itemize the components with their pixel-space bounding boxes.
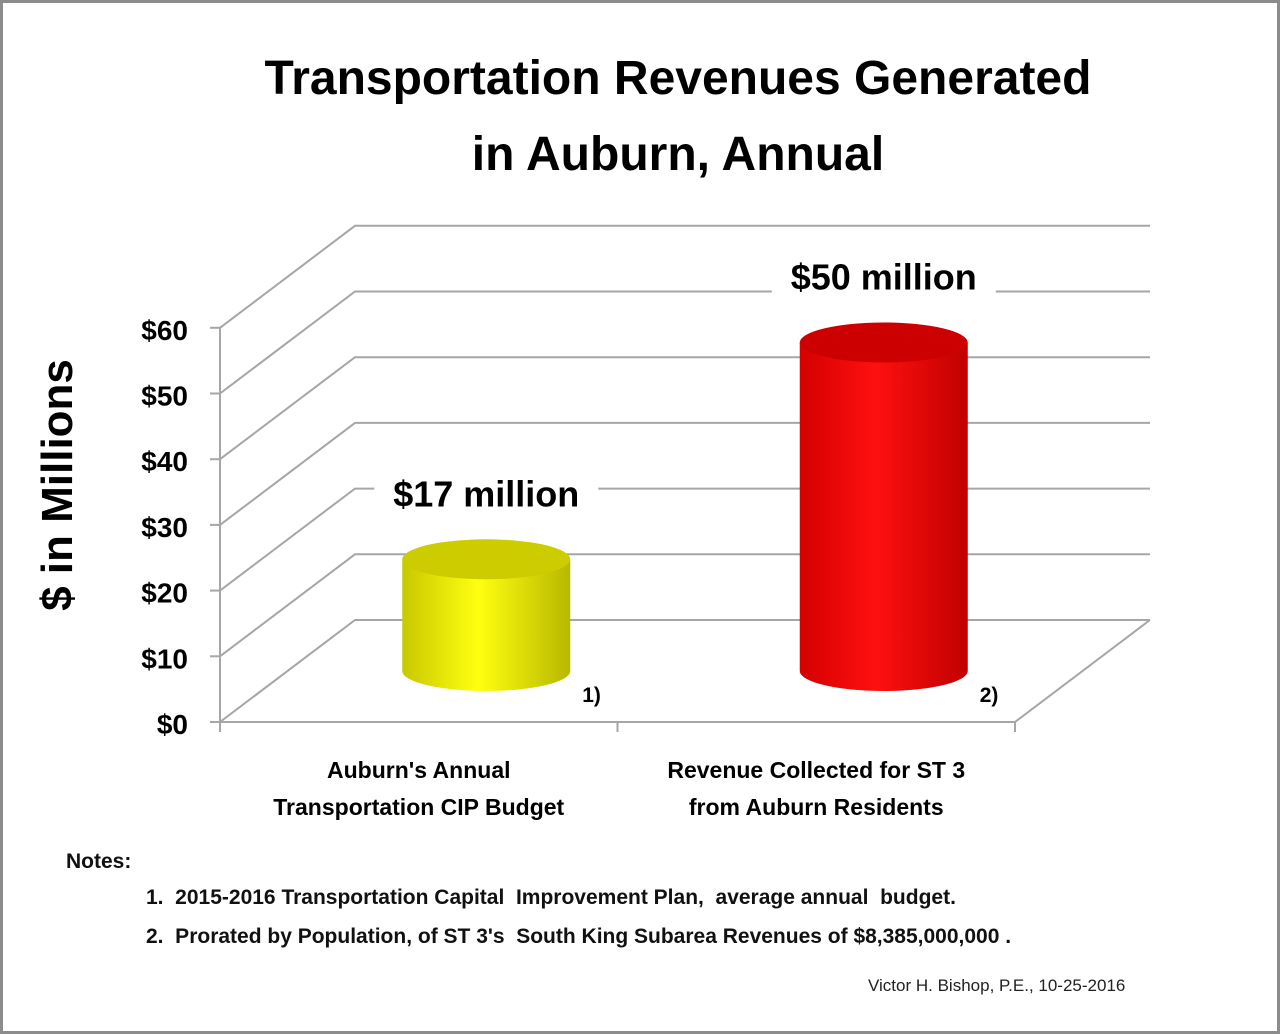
data-label-bg <box>374 472 599 517</box>
x-tick-label: from Auburn Residents <box>689 794 944 820</box>
chart-title-line-1: Transportation Revenues Generated <box>265 52 1092 105</box>
x-tick-label: Transportation CIP Budget <box>273 794 564 820</box>
y-tick-label: $60 <box>141 315 188 346</box>
y-tick-label: $30 <box>141 512 188 543</box>
note-2: 2. Prorated by Population, of ST 3's Sou… <box>146 925 1012 948</box>
bar <box>799 322 968 691</box>
x-tick-label: Revenue Collected for ST 3 <box>667 757 965 783</box>
notes-heading: Notes: <box>66 850 132 873</box>
x-tick-label: Auburn's Annual <box>327 757 511 783</box>
gridline <box>219 224 1150 329</box>
data-label: $17 million <box>393 473 579 514</box>
bar-top <box>799 322 968 363</box>
gridline <box>219 553 1150 658</box>
gridline <box>219 290 1150 395</box>
bar-body <box>402 559 571 691</box>
y-tick-label: $10 <box>141 643 188 674</box>
bar-body <box>799 342 968 691</box>
y-tick-label: $40 <box>141 446 188 477</box>
gridline <box>219 487 1150 592</box>
footnote-mark: 2) <box>980 684 999 707</box>
gridline <box>219 356 1150 460</box>
footnote-mark: 1) <box>582 684 601 707</box>
bar <box>402 539 571 691</box>
bar-top <box>402 539 571 580</box>
y-tick-label: $20 <box>141 578 188 609</box>
note-1: 1. 2015-2016 Transportation Capital Impr… <box>146 886 956 909</box>
y-tick-label: $0 <box>157 709 188 740</box>
floor-edge <box>1014 619 1151 723</box>
y-tick-label: $50 <box>141 381 188 412</box>
data-label-bg <box>771 255 996 300</box>
credit: Victor H. Bishop, P.E., 10-25-2016 <box>868 976 1126 995</box>
data-label: $50 million <box>791 257 977 298</box>
y-axis-label: $ in Millions <box>33 359 82 611</box>
gridline <box>219 421 1150 526</box>
chart-title-line-2: in Auburn, Annual <box>472 128 884 181</box>
gridline <box>219 619 1150 723</box>
